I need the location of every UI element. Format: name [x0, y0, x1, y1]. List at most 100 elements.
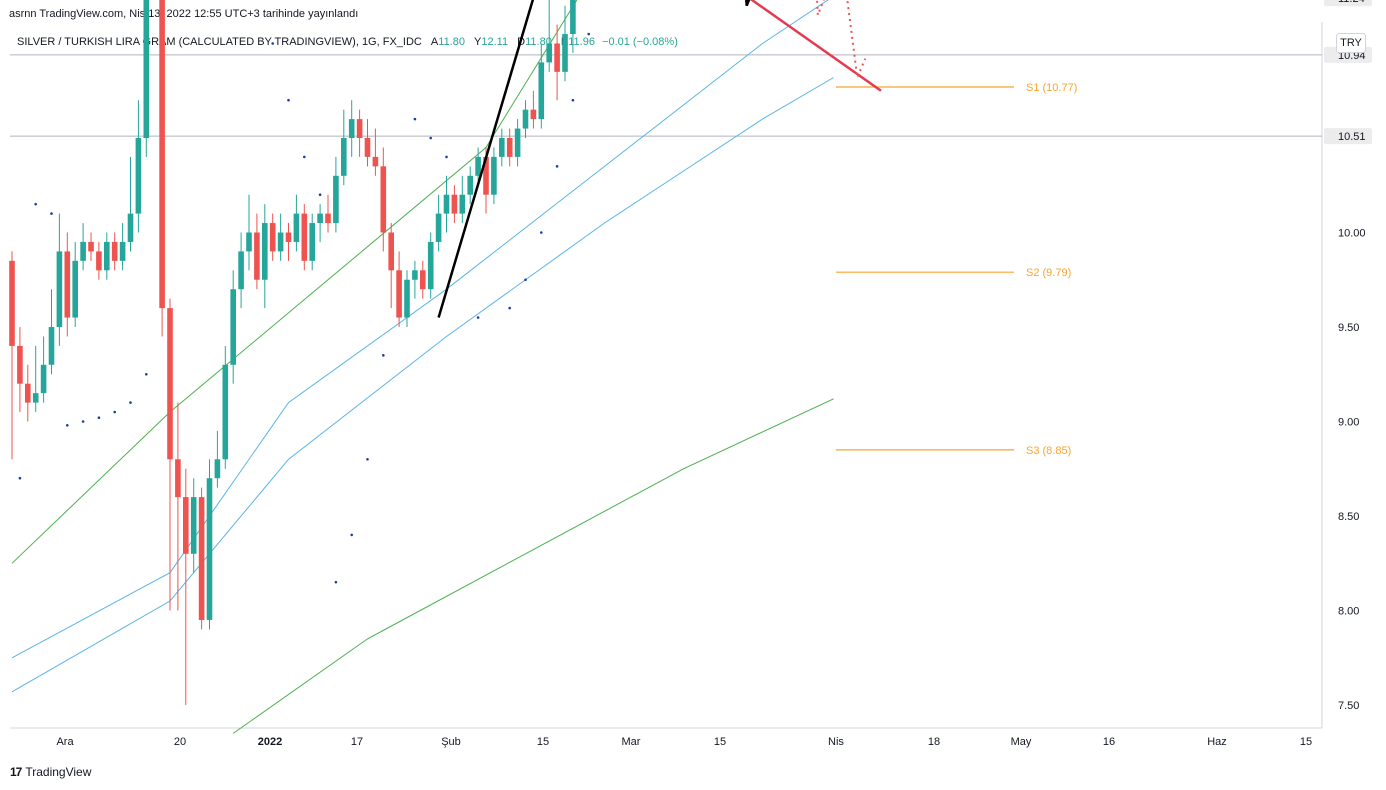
candle-body	[32, 393, 39, 403]
brand-name: TradingView	[25, 765, 92, 779]
candle-body	[396, 270, 402, 318]
pivot-label: S2 (9.79)	[1026, 267, 1071, 279]
candle-body	[167, 308, 173, 460]
sar-dot	[334, 580, 338, 584]
sar-dot	[540, 231, 543, 234]
candle-body	[309, 223, 315, 261]
candle-body	[427, 241, 434, 290]
candle-body	[483, 156, 489, 195]
ema-mid-line-1	[11, 0, 829, 659]
sar-dot	[429, 136, 433, 140]
sar-dot	[97, 416, 101, 420]
candle-body	[72, 260, 78, 318]
currency-button[interactable]: TRY	[1336, 33, 1366, 53]
candle-body	[277, 232, 284, 252]
sar-dot	[50, 212, 53, 215]
sar-dot	[34, 202, 37, 206]
candle-body	[475, 156, 481, 176]
candle-body	[104, 241, 110, 271]
change-value: −0.01 (−0.08%)	[602, 36, 678, 48]
low-value: 11.80	[525, 36, 552, 48]
candle-body	[40, 364, 47, 394]
y-tick-label: 9.50	[1338, 322, 1359, 334]
x-tick-label: Nis	[828, 736, 844, 748]
candle-body	[206, 478, 213, 620]
sar-dot	[129, 401, 132, 404]
candle-body	[111, 241, 118, 261]
candle-body	[56, 251, 63, 327]
x-tick-label: 16	[1103, 736, 1115, 748]
candle-body	[538, 62, 545, 120]
publish-info: asrnn TradingView.com, Nis 13, 2022 12:5…	[9, 8, 359, 20]
x-tick-label: 2022	[258, 736, 282, 748]
candle-body	[356, 119, 363, 138]
candle-body	[348, 119, 355, 138]
sar-dot	[413, 117, 417, 121]
candle-body	[380, 166, 387, 233]
pivot-label: S1 (10.77)	[1026, 82, 1077, 94]
footer-brand[interactable]: 17 TradingView	[10, 765, 91, 779]
high-label: Y	[474, 36, 482, 48]
x-tick-label: Haz	[1207, 736, 1227, 748]
x-tick-label: 15	[537, 736, 549, 748]
candle-body	[48, 327, 55, 365]
sar-dot	[555, 165, 559, 168]
candle-body	[506, 138, 513, 157]
candle-body	[562, 34, 568, 72]
x-tick-label: 20	[174, 736, 186, 748]
x-tick-label: 15	[714, 736, 726, 748]
candle-body	[254, 232, 260, 280]
channel-lower-line	[749, 0, 882, 92]
candle-body	[230, 289, 236, 365]
candle-body	[183, 497, 189, 554]
candle-body	[451, 194, 458, 214]
candle-body	[285, 232, 292, 242]
y-tick-label: 10.00	[1338, 228, 1366, 240]
sar-dot	[271, 42, 275, 45]
price-label-text: 10.51	[1338, 131, 1366, 143]
high-value: 12.11	[481, 36, 509, 48]
price-label-bg	[1324, 128, 1372, 145]
sar-dot	[145, 372, 148, 376]
sar-dot	[366, 458, 369, 461]
sar-dot	[524, 278, 527, 282]
open-label: A	[430, 36, 439, 48]
x-tick-label: Şub	[441, 736, 461, 748]
sar-dot	[318, 193, 322, 196]
candle-body	[88, 241, 94, 252]
candle-body	[25, 383, 31, 403]
sar-dot	[508, 306, 512, 310]
candle-body	[190, 497, 197, 554]
ema-mid-line-2	[11, 77, 834, 693]
sar-dot	[18, 476, 22, 480]
symbol-ohlc-legend: SILVER / TURKISH LIRA GRAM (CALCULATED B…	[17, 36, 678, 48]
candle-body	[491, 156, 497, 195]
candle-body	[238, 251, 244, 290]
price-label-text: 11.24	[1338, 0, 1365, 5]
symbol-title[interactable]: SILVER / TURKISH LIRA GRAM (CALCULATED B…	[17, 36, 422, 48]
pivot-label: S3 (8.85)	[1026, 445, 1071, 457]
sar-dot	[303, 155, 306, 159]
candle-body	[420, 270, 426, 290]
x-tick-label: 18	[928, 736, 940, 748]
x-tick-label: 17	[351, 736, 363, 748]
candle-body	[459, 194, 466, 214]
candle-body	[364, 138, 371, 157]
candle-body	[293, 213, 300, 242]
sar-dot	[382, 354, 385, 357]
candle-body	[262, 223, 268, 280]
sar-dot	[571, 98, 575, 102]
y-tick-label: 9.00	[1338, 417, 1359, 429]
x-tick-label: Mar	[622, 736, 641, 748]
sar-dot	[445, 155, 448, 159]
y-tick-label: 8.50	[1338, 511, 1359, 523]
candle-body	[341, 138, 347, 176]
candle-body	[388, 232, 394, 271]
candle-body	[127, 213, 134, 242]
candle-body	[443, 194, 450, 214]
candle-body	[214, 459, 221, 479]
candle-body	[530, 109, 537, 120]
sar-dot	[476, 316, 480, 319]
sar-dot	[350, 533, 354, 537]
